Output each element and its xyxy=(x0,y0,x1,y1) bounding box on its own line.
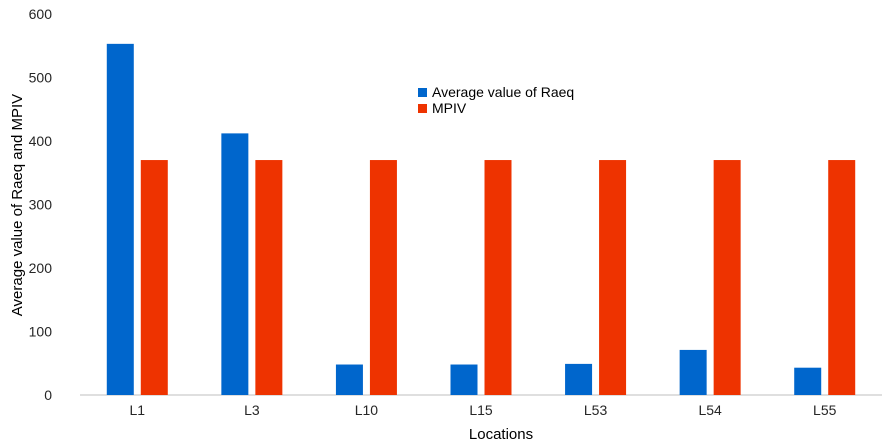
bar-mpiv-l54 xyxy=(713,160,741,395)
y-axis-title: Average value of Raeq and MPIV xyxy=(9,94,26,316)
x-tick-label: L1 xyxy=(129,402,145,418)
bar-mpiv-l53 xyxy=(599,160,627,395)
legend-label: Average value of Raeq xyxy=(432,84,574,100)
y-tick-label: 0 xyxy=(44,387,52,403)
x-tick-label: L53 xyxy=(584,402,608,418)
y-tick-label: 200 xyxy=(29,260,53,276)
bar-mpiv-l1 xyxy=(140,160,168,395)
y-tick-label: 300 xyxy=(29,197,53,213)
y-tick-label: 500 xyxy=(29,70,53,86)
x-axis-ticks: L1 L3 L10 L15 L53 L54 L55 xyxy=(129,402,836,418)
bar-raeq-l15 xyxy=(450,364,478,395)
y-tick-label: 400 xyxy=(29,133,53,149)
y-tick-label: 100 xyxy=(29,324,53,340)
y-axis-ticks: 0 100 200 300 400 500 600 xyxy=(29,6,53,403)
bar-raeq-l1 xyxy=(106,43,134,395)
x-tick-label: L10 xyxy=(355,402,379,418)
bar-raeq-l53 xyxy=(565,363,593,395)
bar-mpiv-l15 xyxy=(484,160,512,395)
bar-raeq-l10 xyxy=(335,364,363,395)
bars xyxy=(106,43,856,395)
x-axis-title: Locations xyxy=(469,426,533,443)
legend-label: MPIV xyxy=(432,100,467,116)
bar-mpiv-l3 xyxy=(255,160,283,395)
legend-swatch xyxy=(418,88,427,97)
bar-raeq-l3 xyxy=(221,133,249,395)
legend-swatch xyxy=(418,104,427,113)
bar-raeq-l54 xyxy=(679,349,707,395)
bar-mpiv-l10 xyxy=(369,160,397,395)
y-tick-label: 600 xyxy=(29,6,53,22)
bar-mpiv-l55 xyxy=(828,160,856,395)
x-tick-label: L55 xyxy=(813,402,837,418)
x-tick-label: L15 xyxy=(469,402,493,418)
x-tick-label: L54 xyxy=(698,402,722,418)
bar-raeq-l55 xyxy=(794,367,822,395)
x-tick-label: L3 xyxy=(244,402,260,418)
